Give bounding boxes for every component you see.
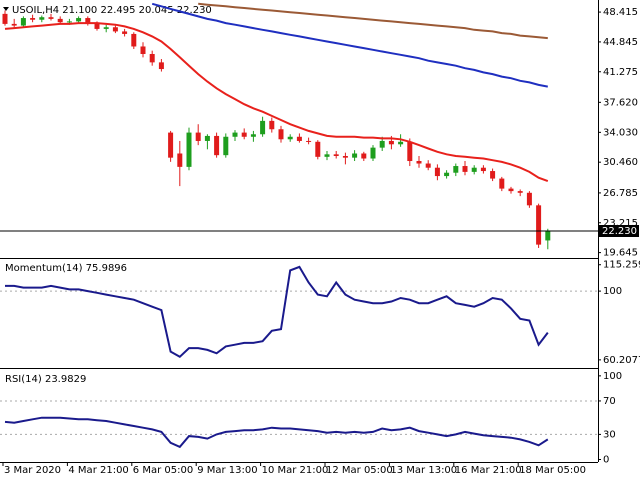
x-tick-label: 9 Mar 13:00 [197,465,257,476]
candle-body [66,21,72,23]
y-tick-label: 48.415 [603,7,638,18]
y-tick-label: 23.215 [603,218,638,229]
candle-body [490,171,496,179]
candle-body [48,17,54,19]
candle-body [342,156,348,158]
candle-body [241,132,247,137]
candle-body [324,154,330,157]
candle-body [131,33,137,47]
candle-body [425,163,431,168]
candle-body [379,140,385,148]
line-series [5,265,549,359]
candle-body [508,188,514,192]
y-tick-label: 100 [603,286,622,297]
y-tick-label: 0 [603,454,609,465]
candle-body [168,132,174,158]
menu-arrow[interactable] [3,7,9,11]
candle-body [499,178,505,189]
y-tick-label: 115.2599 [603,260,640,271]
candle-body [352,153,358,158]
candle-body [315,141,321,157]
candle-body [20,18,26,26]
candle-body [407,141,413,162]
candle-body [195,132,201,141]
candle-body [471,167,477,172]
candle-body [398,141,404,145]
candle-body [306,140,312,142]
x-tick-label: 4 Mar 21:00 [68,465,128,476]
candle-body [370,147,376,159]
candle-body [361,153,367,159]
x-tick-label: 13 Mar 13:00 [390,465,457,476]
momentum-title: Momentum(14) 75.9896 [5,263,127,274]
candle-body [444,172,450,177]
candle-body [94,23,100,29]
candle-body [11,23,17,26]
candle-body [122,31,128,34]
candle-body [526,192,532,206]
x-tick-label: 12 Mar 05:00 [326,465,393,476]
last-price-box [599,224,639,237]
rsi-title: RSI(14) 23.9829 [5,374,86,385]
candle-body [434,167,440,177]
candle-body [287,136,293,140]
candle-body [269,120,275,130]
candle-body [536,205,542,245]
y-tick-label: 70 [603,396,616,407]
line-series [151,2,548,88]
candle-body [2,13,8,24]
x-tick-label: 6 Mar 05:00 [133,465,193,476]
line-series [4,22,549,183]
candle-body [232,132,238,137]
chart-title: USOIL,H4 21.100 22.495 20.045 22.230 [12,5,212,16]
candle-body [296,136,302,141]
y-tick-label: 41.275 [603,67,638,78]
x-tick-label: 16 Mar 21:00 [455,465,522,476]
candle-body [204,135,210,141]
candle-body [140,46,146,54]
x-tick-label: 10 Mar 21:00 [262,465,329,476]
candle-body [76,18,82,22]
candle-body [453,166,459,173]
y-tick-label: 60.2077 [603,355,640,366]
candle-body [223,136,229,156]
candle-body [85,18,91,24]
y-tick-label: 30 [603,429,616,440]
candle-body [388,140,394,145]
y-tick-label: 26.785 [603,188,638,199]
candle-body [260,120,266,135]
y-tick-label: 19.645 [603,248,638,259]
y-tick-label: 34.030 [603,127,638,138]
y-tick-label: 100 [603,371,622,382]
candle-body [214,135,220,156]
last-price-label: 22.230 [602,226,637,237]
x-tick-label: 18 Mar 05:00 [519,465,586,476]
candle-body [149,54,155,63]
candle-body [39,17,45,20]
line-series [198,2,548,40]
candle-body [177,153,183,167]
candle-body [250,134,256,137]
y-tick-label: 37.620 [603,97,638,108]
candle-body [112,27,118,32]
candle-body [333,154,339,156]
candle-body [416,161,422,164]
candle-body [158,62,164,70]
candle-body [462,166,468,172]
candle-body [545,230,551,241]
line-series [4,416,549,449]
y-tick-label: 30.460 [603,157,638,168]
candle-body [103,27,109,29]
y-tick-label: 44.845 [603,37,638,48]
candle-body [30,18,36,20]
candle-body [57,18,63,23]
x-tick-label: 3 Mar 2020 [4,465,61,476]
candle-body [517,191,523,193]
candle-body [278,129,284,140]
candle-body [186,132,192,167]
candle-body [480,167,486,172]
